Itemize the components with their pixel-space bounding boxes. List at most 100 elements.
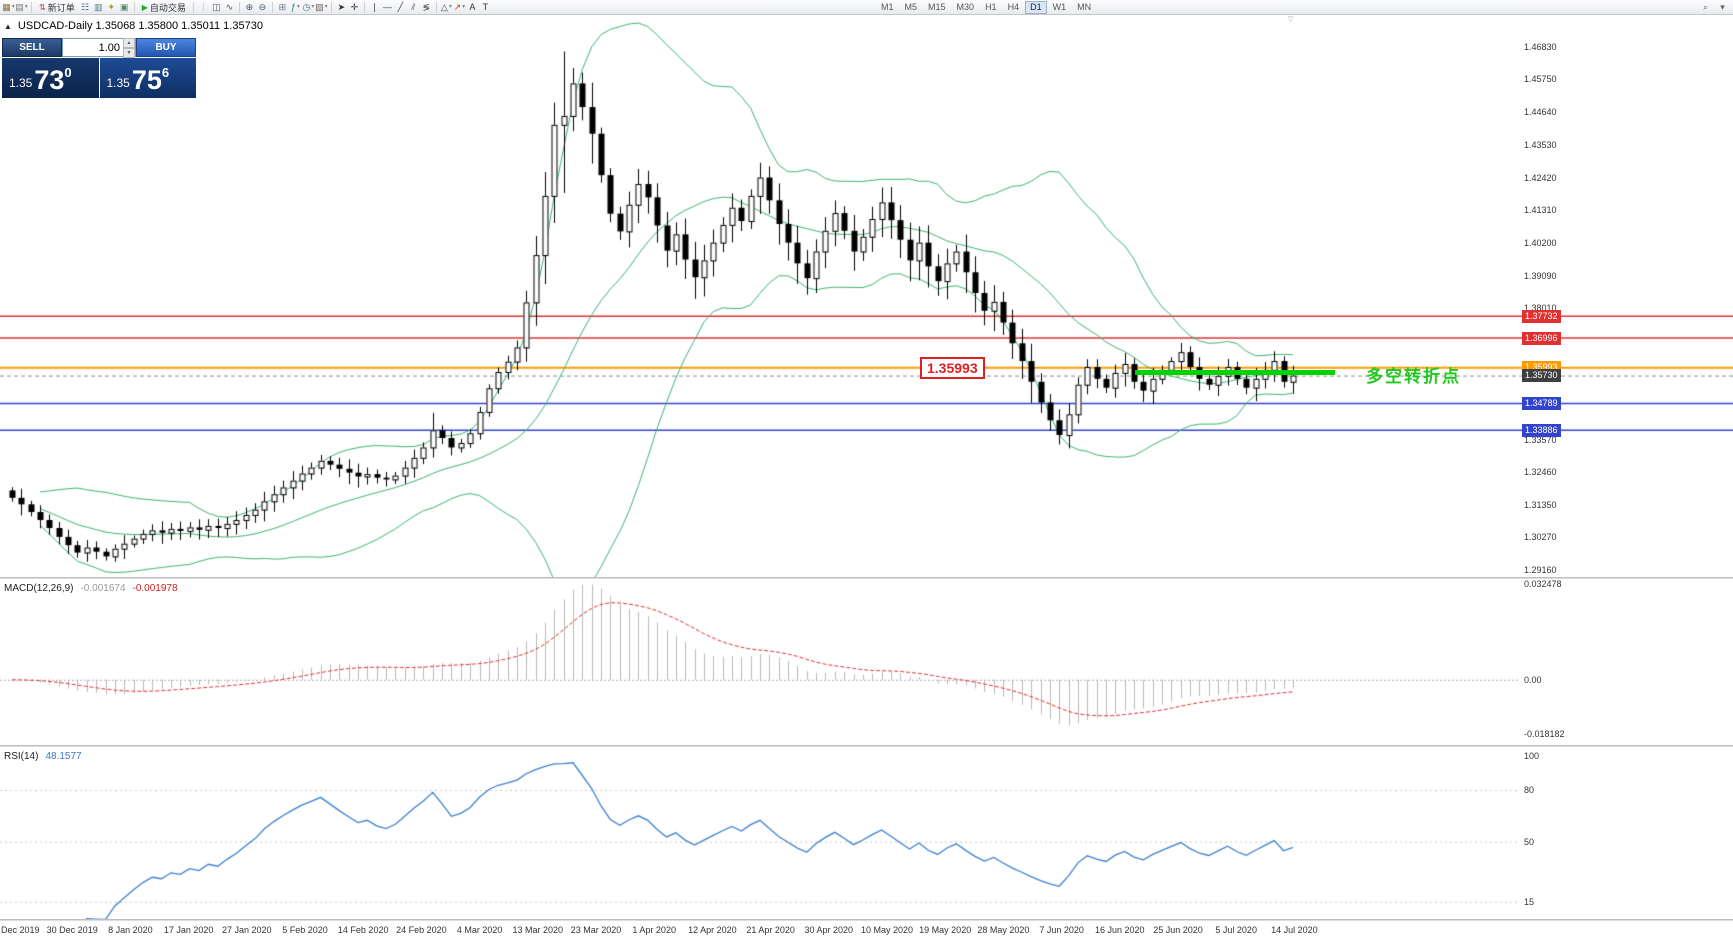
sell-price-pips: 73 xyxy=(34,65,65,95)
date-axis-label: 30 Dec 2019 xyxy=(46,925,98,935)
buy-price-prefix: 1.35 xyxy=(106,76,130,90)
market-watch-icon[interactable]: ☷ xyxy=(81,1,90,12)
rsi-value: 48.1577 xyxy=(45,751,82,762)
date-axis-label: 10 May 2020 xyxy=(860,925,914,935)
volume-value[interactable]: 1.00 xyxy=(98,41,120,54)
date-axis-label: 7 Jun 2020 xyxy=(1039,925,1084,935)
new-chart-icon[interactable]: ▦ ▾ xyxy=(2,1,15,12)
buy-button[interactable]: BUY xyxy=(136,38,196,57)
price-level-callout[interactable]: 1.35993 xyxy=(920,357,985,379)
line-chart-icon[interactable]: ∿ xyxy=(225,1,234,12)
shapes-icon[interactable]: △ ▾ xyxy=(440,1,452,12)
timeframe-button-h1[interactable]: H1 xyxy=(985,2,997,12)
macd-main-value: -0.001674 xyxy=(80,583,126,594)
tile-windows-icon[interactable]: ⊞ xyxy=(278,1,287,12)
periods-icon[interactable]: ◷ ▾ xyxy=(302,1,315,12)
chart-profiles-icon[interactable]: ▤ ▾ xyxy=(15,1,28,12)
horizontal-line-icon[interactable]: ― xyxy=(382,1,392,12)
timeframe-button-m1[interactable]: M1 xyxy=(881,2,894,12)
autotrade-button[interactable]: ▶ 自动交易 xyxy=(138,1,190,14)
hline-price-label: 1.33886 xyxy=(1522,423,1561,437)
rsi-scale-label: 50 xyxy=(1524,836,1535,847)
zoom-out-icon[interactable]: ⊖ xyxy=(258,1,267,12)
trendline-icon[interactable]: ╱ xyxy=(397,1,404,12)
turning-point-line[interactable] xyxy=(1135,370,1335,375)
macd-scale-label: 0.00 xyxy=(1524,674,1542,685)
templates-icon[interactable]: ▧ ▾ xyxy=(315,1,328,12)
price-scale-label: 1.42420 xyxy=(1524,172,1557,183)
price-scale-label: 1.44640 xyxy=(1524,106,1557,117)
vertical-line-icon[interactable]: ❘ xyxy=(370,1,379,12)
panel-splitter xyxy=(0,919,1733,921)
toolbar-separator xyxy=(363,1,365,13)
terminal-icon[interactable]: ▣ xyxy=(119,1,129,12)
buy-price-point: 6 xyxy=(161,65,170,80)
fibonacci-icon[interactable]: ≶ xyxy=(422,1,431,12)
equidistant-channel-icon[interactable]: ⫽ xyxy=(411,1,416,12)
candlestick-chart-icon[interactable]: ◫ xyxy=(212,1,221,12)
one-click-collapse-icon[interactable]: ▲ xyxy=(4,21,12,31)
panel-splitter[interactable] xyxy=(0,745,1733,747)
toolbar-separator xyxy=(435,1,437,13)
text-label-icon[interactable]: T xyxy=(482,1,489,12)
dropdown-arrow-icon[interactable]: ▾ xyxy=(24,3,28,10)
price-scale-label: 1.41310 xyxy=(1524,205,1557,216)
cursor-icon[interactable]: ➤ xyxy=(337,1,346,12)
bar-chart-icon[interactable]: ⫶ xyxy=(202,1,205,12)
arrows-icon[interactable]: ↗ ▾ xyxy=(453,1,466,12)
volume-increase-icon[interactable]: ▲ xyxy=(123,37,135,48)
sell-price[interactable]: 1.35 73 0 xyxy=(2,58,99,98)
volume-decrease-icon[interactable]: ▼ xyxy=(123,47,135,58)
buy-price-pips: 75 xyxy=(131,65,162,95)
timeframe-button-mn[interactable]: MN xyxy=(1077,2,1092,12)
panel-splitter[interactable] xyxy=(0,577,1733,579)
window-menu-icon[interactable]: ▾ xyxy=(1720,1,1725,12)
date-axis-label: 24 Feb 2020 xyxy=(396,925,447,935)
crosshair-icon[interactable]: ✛ xyxy=(350,1,359,12)
search-icon[interactable]: ⌕ xyxy=(1702,1,1709,12)
turning-point-text[interactable]: 多空转折点 xyxy=(1366,367,1461,386)
date-axis-label: 4 Mar 2020 xyxy=(456,925,503,935)
price-scale-label: 1.45750 xyxy=(1524,73,1557,84)
macd-panel-canvas[interactable] xyxy=(0,579,1733,745)
chart-info-bar: ▲ USDCAD-Daily 1.35068 1.35800 1.35011 1… xyxy=(4,20,263,32)
dropdown-arrow-icon[interactable]: ▾ xyxy=(324,3,328,10)
timeframe-button-w1[interactable]: W1 xyxy=(1052,2,1067,12)
timeframe-button-h4[interactable]: H4 xyxy=(1007,2,1020,12)
volume-field[interactable]: 1.00 ▲ ▼ xyxy=(62,37,136,58)
buy-price[interactable]: 1.35 75 6 xyxy=(99,58,196,98)
date-axis-label: 25 Jun 2020 xyxy=(1153,925,1203,935)
toolbar-separator xyxy=(192,1,194,13)
timeframe-button-m30[interactable]: M30 xyxy=(956,2,975,12)
dropdown-arrow-icon[interactable]: ▾ xyxy=(311,3,315,10)
timeframe-button-d1[interactable]: D1 xyxy=(1025,1,1047,14)
chart-shift-marker-icon[interactable]: ▽ xyxy=(1288,16,1294,23)
indicators-icon[interactable]: ƒ ▾ xyxy=(290,1,300,12)
text-icon[interactable]: A xyxy=(469,1,476,12)
price-chart-canvas[interactable] xyxy=(0,14,1733,577)
data-window-icon[interactable]: ▥ xyxy=(93,1,103,12)
dropdown-arrow-icon[interactable]: ▾ xyxy=(448,3,452,10)
new-order-button[interactable]: ⇅ 新订单 xyxy=(35,1,79,14)
sell-price-prefix: 1.35 xyxy=(9,76,33,90)
price-scale-label: 1.46830 xyxy=(1524,42,1557,52)
dropdown-arrow-icon[interactable]: ▾ xyxy=(296,3,300,10)
zoom-in-icon[interactable]: ⊕ xyxy=(245,1,254,12)
dropdown-arrow-icon[interactable]: ▾ xyxy=(11,3,15,10)
timeframe-button-m15[interactable]: M15 xyxy=(928,2,946,12)
date-axis-label: 1 Apr 2020 xyxy=(632,925,676,935)
volume-stepper[interactable]: ▲ ▼ xyxy=(123,37,135,58)
toolbar-separator xyxy=(133,1,135,13)
rsi-scale-label: 15 xyxy=(1524,896,1535,907)
sell-button[interactable]: SELL xyxy=(2,38,62,57)
rsi-panel-canvas[interactable] xyxy=(0,747,1733,919)
timeframe-button-m5[interactable]: M5 xyxy=(904,2,918,12)
navigator-icon[interactable]: ✦ xyxy=(107,1,115,12)
chart-info-text: USDCAD-Daily 1.35068 1.35800 1.35011 1.3… xyxy=(17,20,263,32)
price-scale-label: 1.40200 xyxy=(1524,238,1557,249)
new-order-icon: ⇅ xyxy=(39,2,46,12)
price-scale-label: 1.32460 xyxy=(1524,467,1557,478)
dropdown-arrow-icon[interactable]: ▾ xyxy=(462,3,466,10)
